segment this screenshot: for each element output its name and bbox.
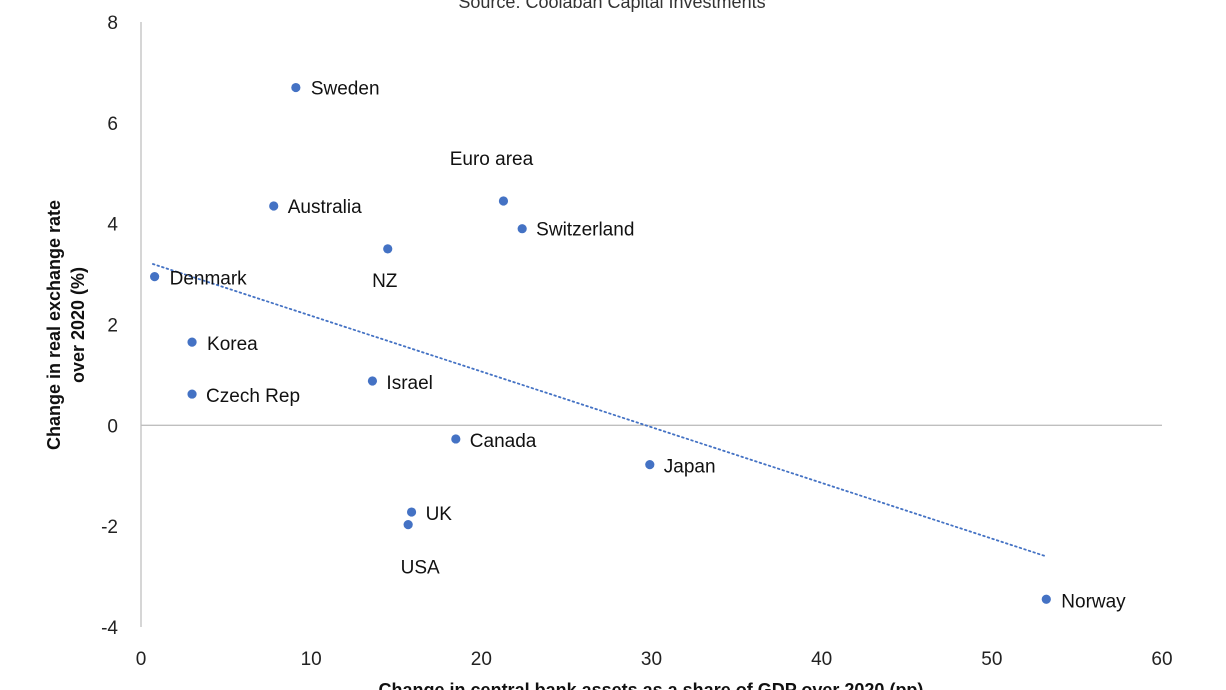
y-tick-label: 2 (107, 316, 118, 337)
data-point-japan (645, 460, 655, 470)
x-tick-label: 30 (641, 649, 662, 670)
data-point-switzerland (517, 224, 527, 234)
y-tick-label: 4 (107, 215, 118, 236)
x-tick-label: 10 (301, 649, 322, 670)
x-tick-labels: 0 10 20 30 40 50 60 (136, 649, 1173, 670)
point-label-uk: UK (426, 504, 453, 525)
data-point-israel (367, 376, 378, 386)
point-label-canada: Canada (470, 431, 537, 452)
y-tick-label: -4 (101, 618, 118, 639)
point-label-norway: Norway (1061, 591, 1126, 612)
y-axis-title-line-2: over 2020 (%) (68, 267, 88, 383)
point-label-japan: Japan (664, 457, 716, 478)
point-labels: Sweden Euro area Australia Switzerland NZ Den… (170, 79, 1127, 613)
y-tick-label: 0 (107, 416, 118, 437)
data-point-korea (187, 337, 197, 347)
point-label-korea: Korea (207, 334, 258, 355)
x-tick-label: 0 (136, 649, 147, 670)
data-point-czech-rep (187, 389, 197, 399)
point-label-israel: Israel (386, 373, 432, 394)
y-tick-label: 6 (107, 114, 118, 135)
x-tick-label: 60 (1151, 649, 1172, 670)
data-point-denmark (150, 272, 160, 282)
data-point-euro-area (498, 196, 509, 206)
y-tick-labels: 8 6 4 2 0 -2 -4 (101, 13, 118, 639)
data-point-usa (403, 520, 413, 530)
point-label-sweden: Sweden (311, 79, 380, 100)
data-point-nz (383, 244, 393, 254)
data-point-norway (1041, 594, 1051, 604)
chart-subtitle: Source: Coolabah Capital Investments (458, 0, 765, 12)
x-tick-label: 40 (811, 649, 832, 670)
data-points (150, 82, 1051, 604)
point-label-czech-rep: Czech Rep (206, 386, 300, 407)
y-tick-label: -2 (101, 517, 118, 538)
point-label-euro-area: Euro area (450, 149, 534, 170)
data-point-canada (451, 434, 461, 444)
y-tick-label: 8 (107, 13, 118, 34)
point-label-usa: USA (401, 558, 440, 579)
point-label-switzerland: Switzerland (536, 220, 634, 241)
point-label-australia: Australia (288, 197, 362, 218)
x-tick-label: 20 (471, 649, 492, 670)
x-axis-title: Change in central bank assets as a share… (379, 680, 924, 690)
data-point-australia (269, 201, 279, 211)
x-tick-label: 50 (981, 649, 1002, 670)
y-axis-title-line-1: Change in real exchange rate (44, 200, 64, 450)
data-point-sweden (291, 82, 301, 93)
point-label-denmark: Denmark (170, 269, 248, 290)
data-point-uk (406, 507, 417, 517)
trendline (152, 263, 1048, 558)
point-label-nz: NZ (372, 271, 398, 292)
